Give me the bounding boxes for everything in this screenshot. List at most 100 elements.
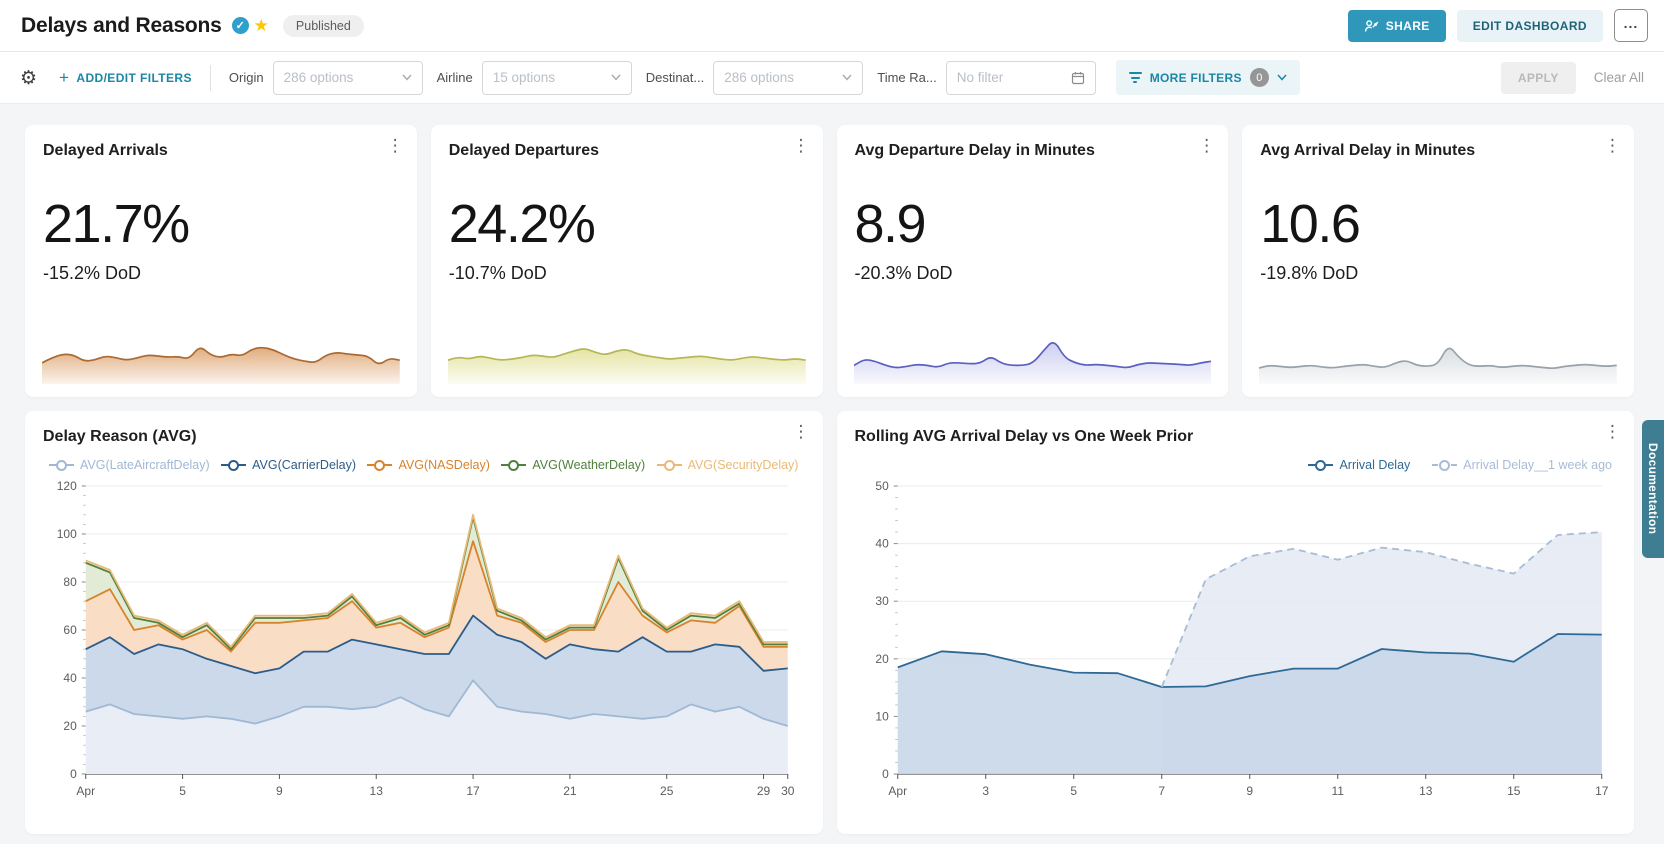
- legend-marker-icon: [1308, 459, 1334, 471]
- chart-card-rolling-avg: Rolling AVG Arrival Delay vs One Week Pr…: [836, 411, 1634, 834]
- airline-filter-label: Airline: [436, 70, 473, 85]
- kebab-menu-icon[interactable]: ⋮: [1604, 422, 1621, 442]
- legend-item[interactable]: AVG(LateAircraftDelay): [49, 458, 210, 472]
- legend-label: Arrival Delay__1 week ago: [1463, 458, 1612, 472]
- svg-text:30: 30: [781, 784, 795, 798]
- kpi-delta: -10.7% DoD: [448, 263, 547, 283]
- dashboard-header: Delays and Reasons ✓ ★ Published SHARE E…: [0, 0, 1664, 52]
- chevron-down-icon: [402, 74, 412, 81]
- airline-filter-value: 15 options: [492, 70, 556, 85]
- destination-filter-label: Destinat...: [645, 70, 705, 85]
- favorite-star-icon[interactable]: ★: [253, 15, 269, 36]
- chart-card-delay-reason: Delay Reason (AVG) ⋮ AVG(LateAircraftDel…: [25, 411, 823, 834]
- svg-text:80: 80: [63, 575, 77, 589]
- legend-marker-icon: [656, 459, 682, 471]
- svg-text:9: 9: [1246, 784, 1253, 798]
- svg-text:13: 13: [1419, 784, 1433, 798]
- dashboard-grid: Delayed Arrivals ⋮ 21.7% -15.2% DoD Dela…: [0, 104, 1664, 834]
- delay-reason-chart: 0 20 40 60 80 100 120 Apr 5 9 13 17 21 25 29 30: [57, 479, 795, 798]
- svg-text:120: 120: [57, 479, 77, 493]
- apply-button[interactable]: APPLY: [1500, 61, 1576, 94]
- kpi-sparkline: [1259, 347, 1617, 384]
- svg-text:30: 30: [875, 594, 889, 608]
- svg-text:9: 9: [276, 784, 283, 798]
- kpi-title: Avg Arrival Delay in Minutes: [1260, 142, 1476, 159]
- svg-text:5: 5: [1070, 784, 1077, 798]
- clear-all-button[interactable]: Clear All: [1593, 70, 1644, 85]
- add-edit-filters-label: ADD/EDIT FILTERS: [76, 70, 192, 85]
- documentation-tab-label: Documentation: [1646, 443, 1660, 535]
- filter-funnel-icon: [1128, 72, 1142, 83]
- destination-filter-value: 286 options: [724, 70, 795, 85]
- svg-text:40: 40: [875, 537, 889, 551]
- filter-airline: Airline 15 options: [436, 60, 632, 95]
- kpi-sparkline: [42, 346, 400, 384]
- published-badge[interactable]: Published: [282, 14, 364, 37]
- origin-filter-select[interactable]: 286 options: [272, 60, 423, 95]
- kebab-menu-icon[interactable]: ⋮: [386, 136, 404, 156]
- kpi-delta: -19.8% DoD: [1260, 263, 1359, 283]
- kpi-value: 8.9: [854, 194, 927, 254]
- documentation-tab[interactable]: Documentation: [1642, 420, 1664, 558]
- kpi-delta: -15.2% DoD: [43, 263, 142, 283]
- kpi-card-delayed-departures: Delayed Departures ⋮ 24.2% -10.7% DoD: [430, 125, 823, 397]
- kebab-menu-icon[interactable]: ⋮: [792, 136, 810, 156]
- svg-text:17: 17: [1595, 784, 1609, 798]
- kebab-menu-icon[interactable]: ⋮: [1604, 136, 1621, 156]
- certified-badge-icon: ✓: [231, 17, 249, 34]
- chart-title: Delay Reason (AVG): [43, 428, 197, 445]
- svg-text:3: 3: [982, 784, 989, 798]
- gear-icon[interactable]: ⚙: [20, 66, 38, 89]
- time-range-filter-value: No filter: [956, 70, 1004, 85]
- svg-text:100: 100: [57, 527, 77, 541]
- legend-label: AVG(CarrierDelay): [252, 458, 357, 472]
- edit-dashboard-button[interactable]: EDIT DASHBOARD: [1456, 9, 1603, 42]
- svg-text:21: 21: [563, 784, 577, 798]
- svg-text:20: 20: [875, 652, 889, 666]
- share-button[interactable]: SHARE: [1347, 9, 1446, 42]
- legend-item[interactable]: Arrival Delay__1 week ago: [1432, 458, 1612, 472]
- legend-item[interactable]: AVG(WeatherDelay): [501, 458, 645, 472]
- legend-item[interactable]: AVG(SecurityDelay): [656, 458, 799, 472]
- time-range-filter-input[interactable]: No filter: [945, 60, 1096, 95]
- svg-text:5: 5: [179, 784, 186, 798]
- svg-text:29: 29: [757, 784, 771, 798]
- origin-filter-value: 286 options: [283, 70, 354, 85]
- legend-label: AVG(WeatherDelay): [532, 458, 646, 472]
- legend-marker-icon: [49, 459, 74, 471]
- legend-item[interactable]: Arrival Delay: [1308, 458, 1410, 472]
- legend-marker-icon: [221, 459, 247, 471]
- more-filters-count-badge: 0: [1249, 68, 1269, 87]
- airline-filter-select[interactable]: 15 options: [481, 60, 632, 95]
- legend-marker-icon: [1432, 459, 1458, 471]
- more-actions-button[interactable]: ...: [1614, 9, 1648, 42]
- page-title: Delays and Reasons: [21, 13, 222, 37]
- kpi-value: 21.7%: [43, 194, 190, 254]
- more-filters-button[interactable]: MORE FILTERS 0: [1115, 60, 1300, 95]
- svg-text:20: 20: [63, 719, 77, 733]
- kebab-menu-icon[interactable]: ⋮: [1198, 136, 1216, 156]
- legend-item[interactable]: AVG(CarrierDelay): [221, 458, 356, 472]
- chevron-down-icon: [842, 74, 852, 81]
- svg-text:15: 15: [1507, 784, 1521, 798]
- kpi-delta: -20.3% DoD: [854, 263, 953, 283]
- kebab-menu-icon[interactable]: ⋮: [792, 422, 810, 442]
- destination-filter-select[interactable]: 286 options: [713, 60, 864, 95]
- chevron-down-icon: [1277, 74, 1287, 81]
- svg-text:10: 10: [875, 709, 889, 723]
- rolling-avg-chart: 0 10 20 30 40 50 Apr 3 5 7 9 11 13 15 17: [875, 479, 1609, 798]
- legend-label: AVG(SecurityDelay): [687, 458, 799, 472]
- chart-title: Rolling AVG Arrival Delay vs One Week Pr…: [854, 428, 1194, 445]
- filter-time-range: Time Ra... No filter: [877, 60, 1096, 95]
- svg-text:17: 17: [466, 784, 480, 798]
- kpi-sparkline: [447, 348, 806, 384]
- svg-text:0: 0: [70, 767, 77, 781]
- add-edit-filters-button[interactable]: + ADD/EDIT FILTERS: [59, 68, 192, 88]
- legend-label: AVG(LateAircraftDelay): [80, 458, 210, 472]
- filter-destination: Destinat... 286 options: [645, 60, 864, 95]
- filter-divider: [209, 64, 211, 91]
- legend-item[interactable]: AVG(NASDelay): [367, 458, 490, 472]
- more-filters-label: MORE FILTERS: [1149, 70, 1242, 85]
- filter-bar: ⚙ + ADD/EDIT FILTERS Origin 286 options …: [0, 52, 1664, 104]
- kpi-value: 10.6: [1260, 194, 1361, 254]
